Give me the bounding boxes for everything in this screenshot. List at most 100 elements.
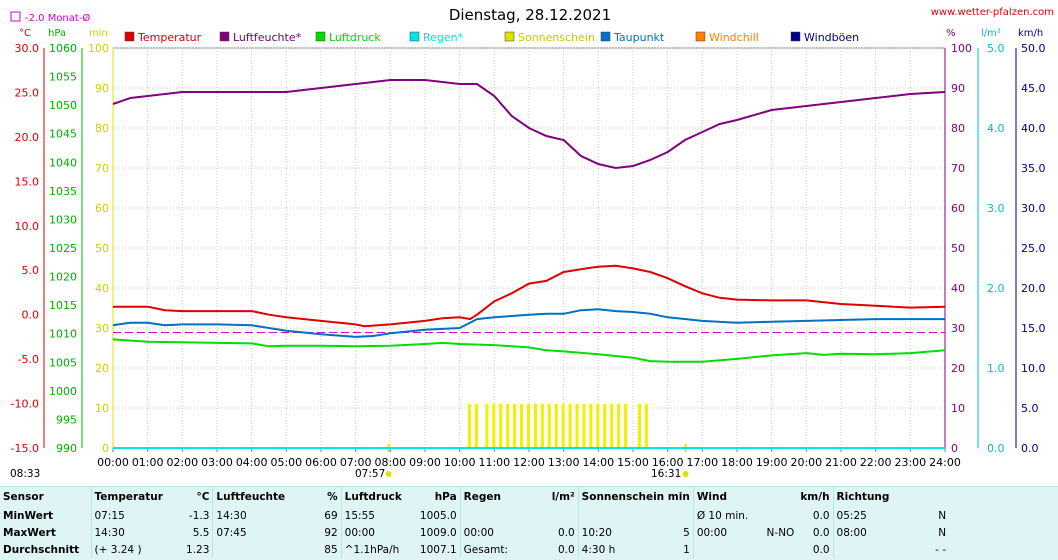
source-link[interactable]: www.wetter-pfalzen.com bbox=[931, 7, 1054, 18]
hdr-pressure-unit: hPa bbox=[434, 491, 457, 503]
x-tick-label: 08:00 bbox=[374, 456, 406, 469]
hdr-direction: Richtung bbox=[832, 487, 910, 507]
temp-tick-label: 0.0 bbox=[22, 309, 40, 322]
sun-tick-label: 40 bbox=[95, 282, 109, 295]
humidity-tick-label: 80 bbox=[951, 122, 965, 135]
direction-time bbox=[832, 541, 910, 558]
sunshine-bar bbox=[499, 404, 503, 448]
x-tick-label: 04:00 bbox=[236, 456, 268, 469]
legend-label: Taupunkt bbox=[613, 31, 665, 44]
x-tick-label: 16:00 bbox=[652, 456, 684, 469]
stats-row-min: MinWert 07:15 -1.3 14:30 69 15:55 1005.0… bbox=[0, 507, 949, 524]
direction-time: 05:25 bbox=[832, 507, 910, 524]
x-tick-label: 14:00 bbox=[582, 456, 614, 469]
statistics-panel: Sensor Temperatur °C Luftfeuchte % Luftd… bbox=[0, 486, 1058, 560]
direction-value: N bbox=[938, 526, 947, 539]
humidity-tick-label: 90 bbox=[951, 82, 965, 95]
sun-tick-label: 100 bbox=[88, 42, 109, 55]
pressure-tick-label: 1020 bbox=[49, 271, 77, 284]
weather-chart: 30.0 25.0 20.0 15.0 10.0 5.0 0.0 -5.0 -10.0 -15.0… bbox=[10, 6, 1054, 480]
direction-value: - - bbox=[935, 543, 947, 556]
temp-tick-label: 5.0 bbox=[22, 264, 40, 277]
wind-tick-label: 40.0 bbox=[1021, 122, 1046, 135]
sunshine-bar bbox=[561, 404, 565, 448]
sun-tick-label: 0 bbox=[102, 442, 109, 455]
hdr-wind-unit: km/h bbox=[800, 491, 830, 503]
humidity-tick-label: 50 bbox=[951, 242, 965, 255]
legend-swatch bbox=[219, 31, 230, 42]
hdr-sunshine: Sonnenschein min bbox=[577, 487, 694, 507]
x-tick-label: 05:00 bbox=[270, 456, 302, 469]
humidity-tick-label: 30 bbox=[951, 322, 965, 335]
temp-time: 14:30 bbox=[90, 524, 166, 541]
rain-tick-label: 3.0 bbox=[987, 202, 1005, 215]
pressure-tick-label: 1015 bbox=[49, 299, 77, 312]
temp-value: -1.3 bbox=[188, 509, 210, 522]
sunshine-bar bbox=[554, 404, 558, 448]
wind-direction bbox=[755, 541, 797, 558]
sunshine-bar bbox=[644, 404, 648, 448]
sun-tick-label: 20 bbox=[95, 362, 109, 375]
wind-time: Ø 10 min. bbox=[692, 507, 756, 524]
pressure-tick-label: 1000 bbox=[49, 385, 77, 398]
temp-tick-label: 30.0 bbox=[15, 42, 40, 55]
pressure-time: 00:00 bbox=[340, 524, 412, 541]
x-tick-label: 22:00 bbox=[860, 456, 892, 469]
sunshine-bar bbox=[575, 404, 579, 448]
hdr-humidity-unit: % bbox=[327, 491, 338, 503]
hdr-sensor: Sensor bbox=[3, 491, 44, 503]
rain-value: 0.0 bbox=[557, 526, 575, 539]
sun-value: 1 bbox=[683, 543, 690, 556]
wind-tick-label: 5.0 bbox=[1021, 402, 1039, 415]
sunshine-bar bbox=[520, 404, 524, 448]
pressure-time: 15:55 bbox=[340, 507, 412, 524]
legend-swatch bbox=[315, 31, 326, 42]
moonrise-time: 08:33 bbox=[10, 468, 40, 480]
legend-swatch bbox=[124, 31, 135, 42]
x-tick-label: 20:00 bbox=[790, 456, 822, 469]
sunshine-bar bbox=[492, 404, 496, 448]
rain-time bbox=[459, 507, 525, 524]
series-line-1 bbox=[113, 264, 946, 328]
pressure-tick-label: 1035 bbox=[49, 185, 77, 198]
sunset-marker bbox=[682, 471, 689, 477]
wind-value: 0.0 bbox=[812, 526, 830, 539]
rain-unit: l/m² bbox=[981, 28, 1001, 39]
wind-tick-label: 10.0 bbox=[1021, 362, 1046, 375]
x-tick-label: 01:00 bbox=[132, 456, 164, 469]
rain-value bbox=[524, 507, 578, 524]
pressure-time: ^1.1hPa/h bbox=[340, 541, 412, 558]
sun-tick-label: 60 bbox=[95, 202, 109, 215]
humidity-value: 85 bbox=[324, 543, 338, 556]
humidity-tick-label: 60 bbox=[951, 202, 965, 215]
temp-tick-label: 10.0 bbox=[15, 220, 40, 233]
sun-tick-label: 80 bbox=[95, 122, 109, 135]
moon-icon bbox=[40, 470, 48, 474]
temp-tick-label: 20.0 bbox=[15, 131, 40, 144]
rain-tick-label: 1.0 bbox=[987, 362, 1005, 375]
sun-tick-label: 50 bbox=[95, 242, 109, 255]
wind-direction: N-NO bbox=[766, 526, 795, 539]
legend-swatch bbox=[790, 31, 801, 42]
temp-tick-label: 15.0 bbox=[15, 175, 40, 188]
direction-time: 08:00 bbox=[832, 524, 910, 541]
humidity-value: 69 bbox=[324, 509, 338, 522]
monthly-avg-legend-swatch bbox=[10, 11, 21, 22]
wind-tick-label: 35.0 bbox=[1021, 162, 1046, 175]
x-tick-label: 21:00 bbox=[825, 456, 857, 469]
monthly-avg-legend-label: -2.0 Monat-Ø bbox=[25, 12, 90, 24]
x-tick-label: 13:00 bbox=[548, 456, 580, 469]
rain-time: 00:00 bbox=[459, 524, 525, 541]
wind-time bbox=[692, 541, 756, 558]
hdr-wind: Wind bbox=[692, 487, 756, 507]
pressure-tick-label: 1045 bbox=[49, 128, 77, 141]
sunshine-bar bbox=[589, 404, 593, 448]
temp-time: (+ 3.24 ) bbox=[90, 541, 166, 558]
sunshine-bar bbox=[506, 404, 510, 448]
legend-label: Regen* bbox=[423, 31, 464, 44]
rain-tick-label: 4.0 bbox=[987, 122, 1005, 135]
wind-time: 00:00 bbox=[692, 524, 756, 541]
sunrise-time: 07:57 bbox=[355, 468, 385, 480]
sun-tick-label: 90 bbox=[95, 82, 109, 95]
temp-tick-label: -10.0 bbox=[11, 398, 39, 411]
